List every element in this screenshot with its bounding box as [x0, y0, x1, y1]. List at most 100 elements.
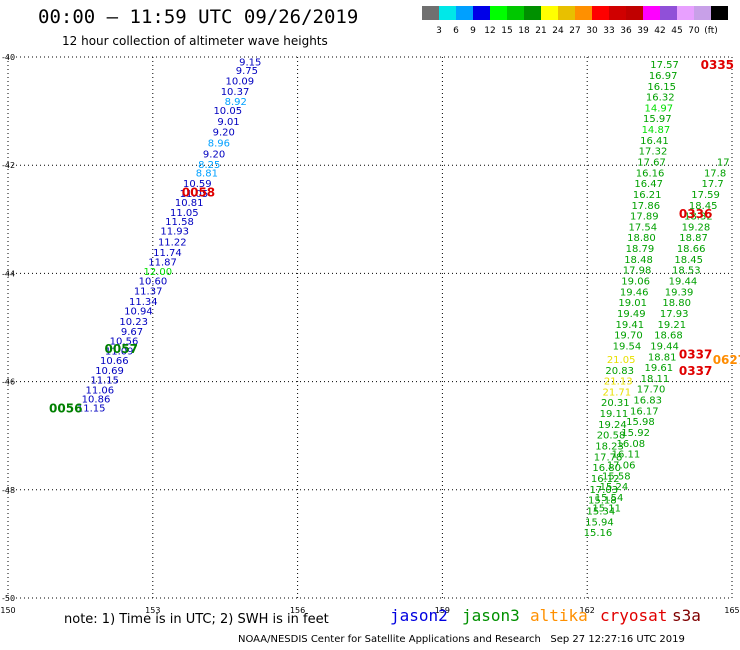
data-point-label: 18.80	[627, 233, 656, 244]
data-point-label: 9.67	[121, 327, 143, 338]
pass-time-label: 0627	[713, 353, 740, 367]
data-point-label: 21.71	[602, 387, 631, 398]
pass-time-label: 0337	[679, 348, 712, 362]
data-point-label: 17	[717, 157, 730, 168]
data-point-label: 18.32	[684, 212, 713, 223]
data-point-label: 16.16	[636, 168, 665, 179]
pass-time-label: 0335	[701, 58, 734, 72]
data-point-label: 10.66	[100, 356, 129, 367]
data-point-label: 8.25	[198, 160, 220, 171]
data-point-label: 11.15	[77, 404, 106, 415]
data-point-label: 16.08	[616, 439, 645, 450]
data-point-label: 11.87	[148, 258, 177, 269]
data-point-label: 10.05	[213, 106, 242, 117]
legend-label: 24	[552, 26, 564, 36]
data-point-label: 20.31	[601, 398, 630, 409]
data-point-label: 16.41	[640, 136, 669, 147]
data-point-label: 16.21	[633, 190, 662, 201]
data-point-label: 19.54	[613, 341, 642, 352]
data-point-label: 18.87	[679, 233, 708, 244]
data-point-label: 15.18	[588, 496, 617, 507]
data-point-label: 18.11	[641, 374, 670, 385]
data-point-label: 17.86	[631, 201, 660, 212]
data-point-label: 19.46	[620, 287, 649, 298]
y-tick-label: -48	[2, 486, 15, 495]
data-point-label: 16.17	[630, 406, 659, 417]
data-point-label: 14.97	[644, 103, 673, 114]
data-point-label: 17.57	[650, 60, 679, 71]
data-point-label: 19.70	[614, 331, 643, 342]
legend-swatch	[456, 6, 473, 20]
data-point-label: 17.93	[660, 309, 689, 320]
data-point-label: 10.60	[139, 277, 168, 288]
data-point-label: 11.74	[153, 248, 182, 259]
y-tick-label: -42	[2, 161, 15, 170]
data-point-label: 18.79	[626, 244, 655, 255]
data-point-label: 15.11	[592, 504, 621, 515]
legend-swatch	[507, 6, 524, 20]
data-point-label: 9.20	[203, 149, 225, 160]
data-point-label: 15.98	[626, 417, 655, 428]
legend-label: (ft)	[704, 26, 718, 36]
data-point-label: 20.58	[597, 431, 626, 442]
data-point-label: 17.98	[623, 266, 652, 277]
legend-swatch	[490, 6, 507, 20]
data-point-label: 18.80	[662, 298, 691, 309]
data-point-label: 16.11	[612, 450, 641, 461]
legend-label: 3	[436, 26, 442, 36]
data-point-label: 19.44	[669, 277, 698, 288]
legend-label: 9	[470, 26, 476, 36]
legend-swatch	[541, 6, 558, 20]
data-point-label: 11.22	[158, 238, 187, 249]
data-point-label: 10.23	[119, 317, 148, 328]
y-tick-label: -40	[2, 53, 15, 62]
data-point-label: 19.44	[650, 341, 679, 352]
x-tick-label: 156	[290, 606, 305, 615]
legend-swatch	[643, 6, 660, 20]
data-point-label: 10.69	[95, 366, 124, 377]
legend-swatch	[626, 6, 643, 20]
footer-note: note: 1) Time is in UTC; 2) SWH is in fe…	[64, 612, 329, 627]
data-point-label: 11.37	[134, 286, 163, 297]
data-point-label: 18.48	[624, 255, 653, 266]
legend-label: 45	[671, 26, 683, 36]
data-point-label: 8.81	[196, 168, 218, 179]
data-point-label: 9.15	[239, 57, 261, 68]
data-point-label: 8.96	[208, 139, 230, 150]
legend-swatch	[609, 6, 626, 20]
x-tick-label: 153	[145, 606, 160, 615]
data-point-label: 11.05	[170, 208, 199, 219]
data-point-label: 19.39	[665, 287, 694, 298]
data-point-label: 15.58	[602, 471, 631, 482]
pass-time-label: 0058	[182, 185, 215, 199]
data-point-label: 17.8	[704, 168, 726, 179]
data-point-label: 10.86	[82, 394, 111, 405]
x-tick-label: 159	[435, 606, 450, 615]
data-point-label: 17.89	[630, 212, 659, 223]
page-subtitle: 12 hour collection of altimeter wave hei…	[62, 34, 328, 48]
data-point-label: 19.21	[658, 320, 687, 331]
legend-label: 12	[484, 26, 496, 36]
data-point-label: 17.78	[594, 452, 623, 463]
data-point-label: 18.81	[648, 352, 677, 363]
data-point-label: 11.06	[86, 385, 115, 396]
data-point-label: 17.67	[637, 157, 666, 168]
y-tick-label: -50	[2, 594, 15, 603]
data-point-label: 18.23	[595, 442, 624, 453]
legend-swatch	[558, 6, 575, 20]
legend-label: 27	[569, 26, 581, 36]
data-point-label: 19.01	[618, 298, 647, 309]
legend-label: 6	[453, 26, 459, 36]
data-point-label: 9.75	[236, 66, 258, 77]
data-point-label: 16.15	[647, 82, 676, 93]
footer-credit: NOAA/NESDIS Center for Satellite Applica…	[238, 634, 685, 645]
legend-swatch	[592, 6, 609, 20]
data-point-label: 15.34	[587, 506, 616, 517]
data-point-label: 11.05	[180, 189, 209, 200]
data-point-label: 21.05	[607, 355, 636, 366]
data-point-label: 21.13	[604, 377, 633, 388]
data-point-label: 16.47	[634, 179, 663, 190]
x-tick-label: 162	[580, 606, 595, 615]
data-point-label: 16.12	[591, 474, 620, 485]
legend-label: 39	[637, 26, 649, 36]
